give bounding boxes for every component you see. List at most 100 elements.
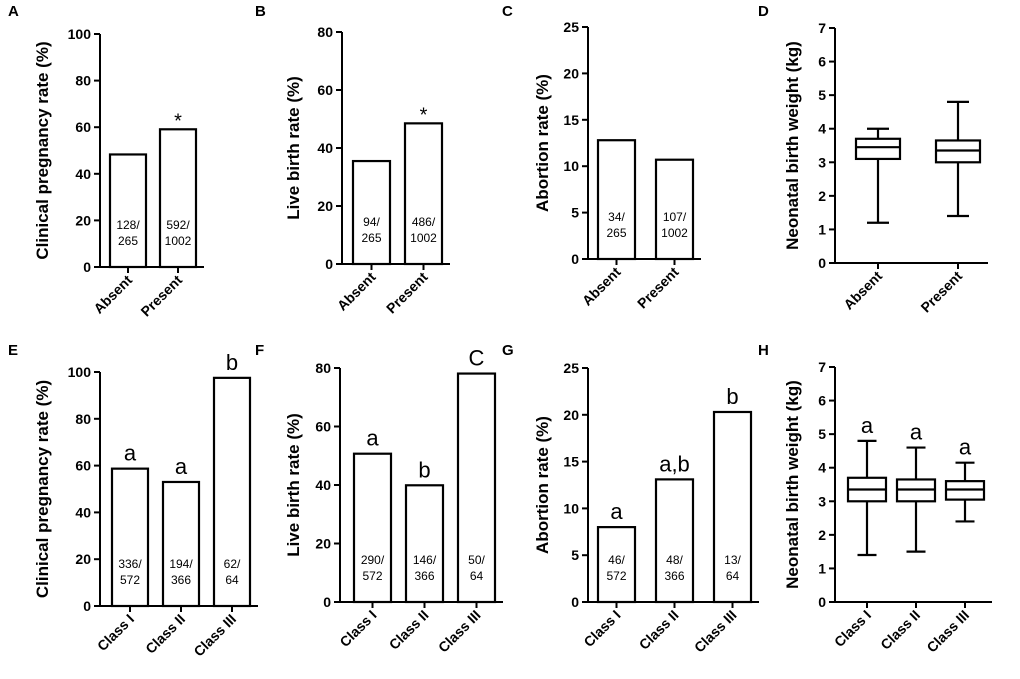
y-tick-label: 60 bbox=[75, 458, 91, 474]
y-tick-label: 25 bbox=[563, 19, 579, 35]
y-tick-label: 0 bbox=[571, 251, 579, 267]
y-axis-title: Abortion rate (%) bbox=[533, 74, 552, 212]
y-tick-label: 40 bbox=[317, 140, 333, 156]
y-tick-label: 0 bbox=[325, 256, 333, 272]
y-tick-label: 20 bbox=[75, 212, 91, 228]
panel-letter: E bbox=[8, 342, 18, 359]
y-tick-label: 6 bbox=[818, 54, 826, 70]
y-tick-label: 100 bbox=[68, 26, 92, 42]
y-tick-label: 6 bbox=[818, 393, 826, 409]
x-category-label: Absent bbox=[90, 272, 135, 317]
y-tick-label: 60 bbox=[315, 419, 331, 435]
bar bbox=[596, 526, 637, 604]
y-tick-label: 7 bbox=[818, 20, 826, 36]
bar bbox=[596, 139, 637, 261]
y-tick-label: 60 bbox=[317, 82, 333, 98]
y-tick-label: 0 bbox=[571, 594, 579, 610]
panel-f: F 0 20 40 60 80 Live birth rate (%) Class I 290/… bbox=[255, 342, 503, 656]
x-category-label: Present bbox=[917, 268, 965, 316]
y-tick-label: 60 bbox=[75, 119, 91, 135]
y-tick-label: 20 bbox=[563, 407, 579, 423]
y-tick-label: 20 bbox=[317, 198, 333, 214]
bar-count-label: 50/ bbox=[468, 553, 485, 567]
bar-count-label: 46/ bbox=[608, 553, 625, 567]
panel-a: A 0 20 40 60 80 100 Clinical pregnancy rate (%)… bbox=[8, 3, 204, 319]
x-category-label: Absent bbox=[840, 268, 885, 313]
y-tick-label: 20 bbox=[563, 65, 579, 81]
panel-letter: B bbox=[255, 3, 266, 20]
bar bbox=[161, 480, 201, 608]
bar-count-label: 128/ bbox=[116, 218, 140, 232]
bar bbox=[403, 122, 444, 266]
panel-e: E 0 20 40 60 80 100 Clinical pregnancy rate (%)… bbox=[8, 342, 258, 660]
bar bbox=[352, 452, 393, 604]
y-tick-label: 20 bbox=[75, 551, 91, 567]
bar bbox=[404, 484, 445, 604]
bar bbox=[110, 467, 150, 608]
significance-label: b bbox=[726, 384, 738, 409]
bar bbox=[212, 376, 252, 608]
panel-letter: D bbox=[758, 3, 769, 20]
y-tick-label: 80 bbox=[317, 24, 333, 40]
x-category-label: Class II bbox=[877, 607, 923, 653]
panel-g: G 0 5 10 15 20 25 Abortion rate (%) Class I 46/57… bbox=[502, 342, 759, 656]
y-tick-label: 0 bbox=[323, 594, 331, 610]
y-tick-label: 0 bbox=[818, 255, 826, 271]
bar bbox=[158, 128, 198, 269]
bar-count-label: 48/ bbox=[666, 553, 683, 567]
y-tick-label: 80 bbox=[75, 411, 91, 427]
x-category-label: Class III bbox=[923, 607, 972, 656]
y-axis-title: Abortion rate (%) bbox=[533, 416, 552, 554]
bar-count-label: 265 bbox=[361, 231, 381, 245]
significance-label: * bbox=[174, 110, 182, 132]
bar-count-label: 34/ bbox=[608, 210, 625, 224]
bar-count-label: 194/ bbox=[169, 557, 193, 571]
bar-count-label: 572 bbox=[120, 573, 140, 587]
y-tick-label: 5 bbox=[818, 426, 826, 442]
y-tick-label: 0 bbox=[83, 598, 91, 614]
panel-letter: A bbox=[8, 3, 19, 20]
y-axis-title: Live birth rate (%) bbox=[284, 413, 303, 557]
significance-label: C bbox=[469, 346, 485, 371]
panel-b: B 0 20 40 60 80 Live birth rate (%) Absent 94/26… bbox=[255, 3, 450, 316]
panel-h: H 0 1 2 3 4 5 6 7 Neonatal birth weight (kg) Class… bbox=[758, 342, 992, 656]
panel-letter: G bbox=[502, 342, 514, 359]
x-category-label: Class I bbox=[580, 607, 623, 650]
x-category-label: Absent bbox=[579, 264, 624, 309]
significance-label: b bbox=[418, 457, 430, 482]
panel-d: D 0 1 2 3 4 5 6 7 Neonatal birth weight (kg) Absen… bbox=[758, 3, 988, 315]
bar-count-label: 486/ bbox=[412, 215, 436, 229]
bar-count-label: 1002 bbox=[410, 231, 437, 245]
bar-count-label: 572 bbox=[362, 569, 382, 583]
y-tick-label: 5 bbox=[571, 205, 579, 221]
y-tick-label: 0 bbox=[818, 594, 826, 610]
bar bbox=[654, 478, 695, 604]
bar-count-label: 572 bbox=[606, 569, 626, 583]
x-category-label: Class II bbox=[142, 611, 188, 657]
significance-label: a bbox=[861, 413, 874, 438]
panel-letter: H bbox=[758, 342, 769, 359]
y-axis-title: Neonatal birth weight (kg) bbox=[783, 41, 802, 250]
significance-label: b bbox=[226, 350, 238, 375]
bar bbox=[712, 410, 753, 604]
x-category-label: Class III bbox=[691, 607, 740, 656]
y-tick-label: 2 bbox=[818, 188, 826, 204]
significance-label: a,b bbox=[659, 451, 690, 476]
x-category-label: Class I bbox=[94, 611, 137, 654]
y-axis-title: Neonatal birth weight (kg) bbox=[783, 380, 802, 589]
y-axis-title: Live birth rate (%) bbox=[284, 76, 303, 220]
bar-count-label: 366 bbox=[414, 569, 434, 583]
x-category-label: Class III bbox=[435, 607, 484, 656]
bar-count-label: 146/ bbox=[413, 553, 437, 567]
bar-count-label: 1002 bbox=[165, 234, 192, 248]
bar-count-label: 1002 bbox=[661, 226, 688, 240]
panel-letter: C bbox=[502, 3, 513, 20]
y-tick-label: 40 bbox=[75, 504, 91, 520]
y-tick-label: 20 bbox=[315, 536, 331, 552]
y-tick-label: 15 bbox=[563, 112, 579, 128]
y-tick-label: 100 bbox=[68, 364, 92, 380]
y-axis-title: Clinical pregnancy rate (%) bbox=[33, 41, 52, 259]
x-category-label: Class I bbox=[831, 607, 874, 650]
bar-count-label: 290/ bbox=[361, 553, 385, 567]
